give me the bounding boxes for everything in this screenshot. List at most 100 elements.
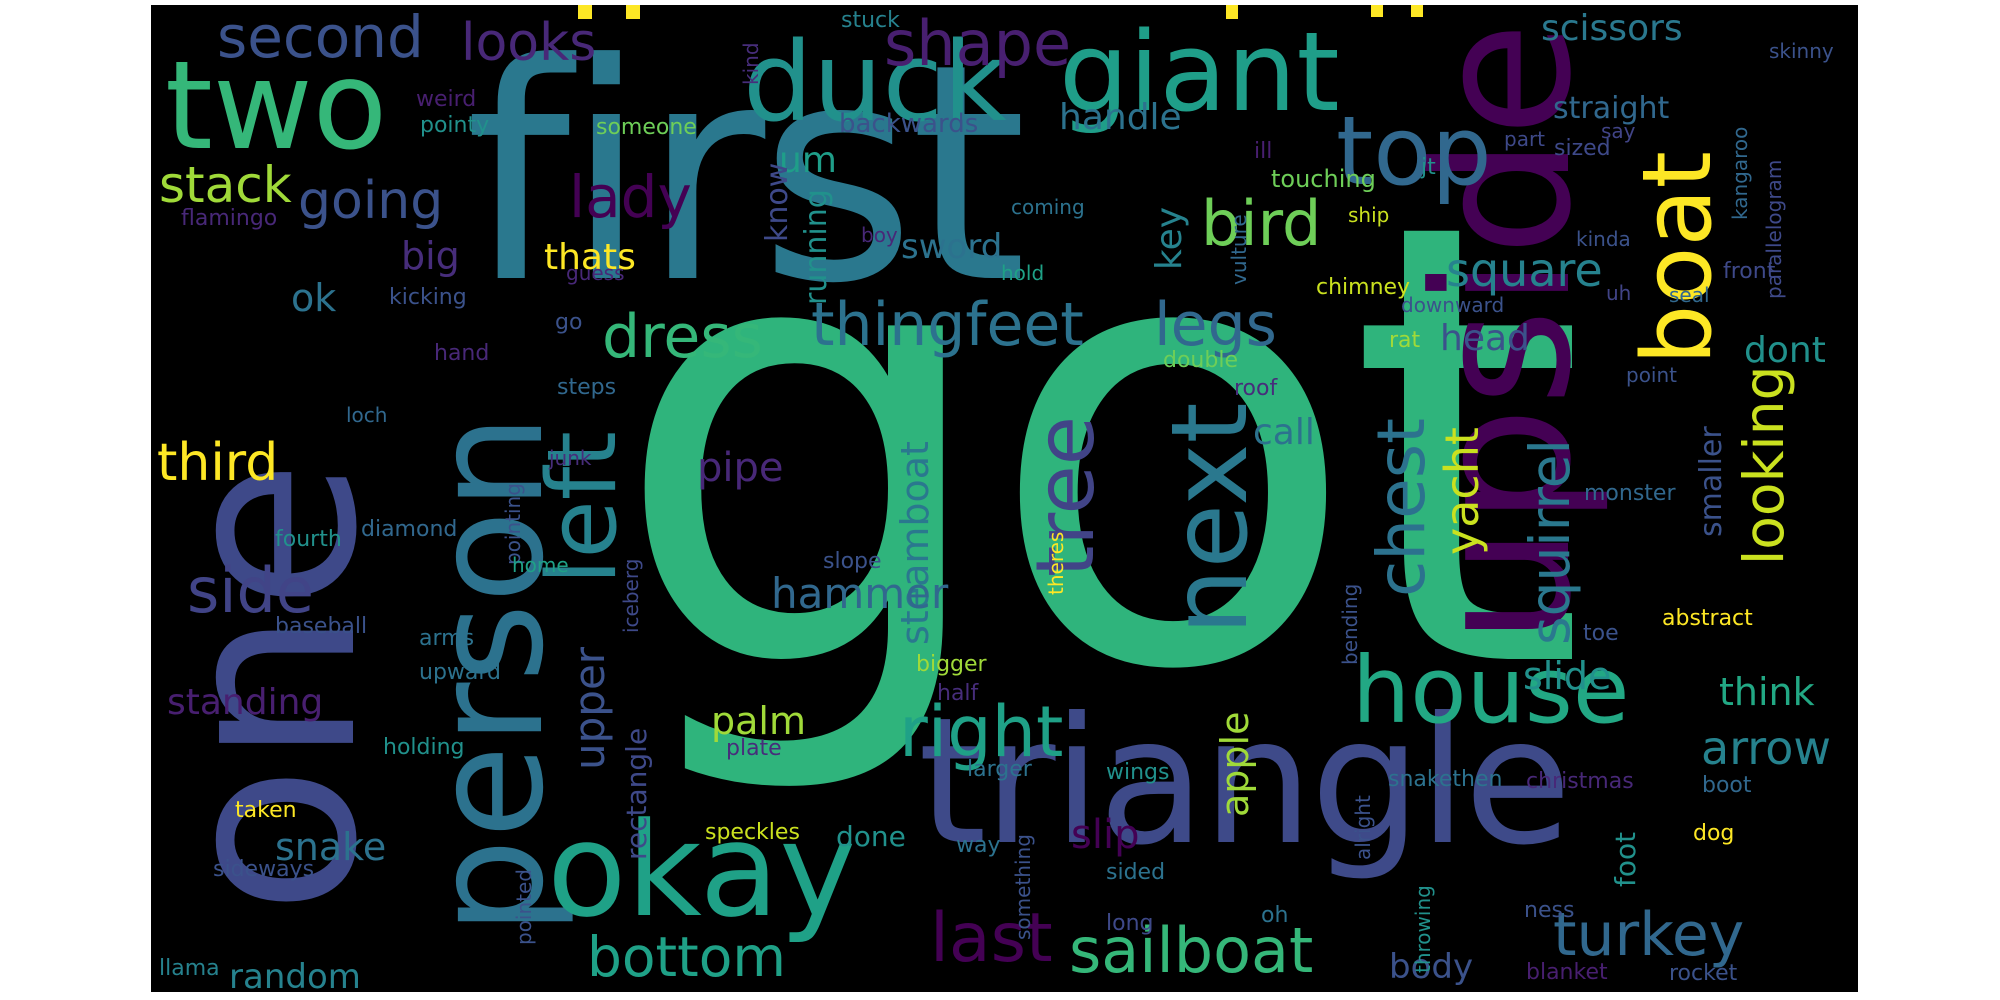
word-scissors: scissors	[1541, 8, 1683, 49]
word-done: done	[836, 820, 906, 853]
word-bird: bird	[1201, 187, 1322, 260]
word-long: long	[1106, 911, 1154, 936]
word-snakethen: snakethen	[1388, 767, 1503, 792]
word-double: double	[1163, 348, 1238, 373]
word-plate: plate	[726, 736, 782, 761]
word-toe: toe	[1583, 621, 1619, 646]
word-snake: snake	[275, 825, 387, 869]
word-bigger: bigger	[916, 652, 987, 677]
word-two: two	[165, 35, 388, 177]
word-top: top	[1336, 97, 1492, 207]
word-second: second	[217, 5, 424, 71]
word-lady: lady	[569, 163, 692, 231]
word-flamingo: flamingo	[181, 206, 278, 231]
word-side: side	[187, 554, 315, 627]
word-call: call	[1253, 412, 1315, 453]
word-slip: slip	[1071, 812, 1140, 858]
word-turkey: turkey	[1553, 900, 1745, 970]
word-vulture: vulture	[1227, 214, 1251, 285]
word-steps: steps	[557, 375, 617, 400]
word-handle: handle	[1059, 97, 1182, 138]
word-right: right	[899, 691, 1064, 773]
word-go: go	[555, 310, 583, 335]
word-touching: touching	[1271, 165, 1376, 193]
word-third: third	[157, 433, 279, 493]
word-stuck: stuck	[841, 8, 900, 33]
word-blanket: blanket	[1526, 960, 1608, 985]
word-dog: dog	[1693, 821, 1735, 846]
word-way: way	[956, 833, 1001, 858]
word-shape: shape	[884, 7, 1072, 80]
word-rocket: rocket	[1669, 961, 1738, 986]
clipped-glyph-top-4	[1371, 5, 1383, 17]
word-christmas: christmas	[1526, 769, 1634, 794]
clipped-glyph-top-2	[626, 5, 640, 19]
word-oh: oh	[1261, 903, 1289, 928]
word-kind: kind	[739, 42, 763, 85]
word-think: think	[1719, 670, 1815, 714]
word-random: random	[229, 957, 361, 992]
word-arrow: arrow	[1701, 721, 1831, 775]
word-running: running	[799, 189, 834, 305]
word-sized: sized	[1554, 136, 1611, 161]
word-abstract: abstract	[1662, 606, 1753, 631]
word-next: next	[1149, 402, 1271, 635]
word-first: first	[465, 5, 1027, 349]
word-smaller: smaller	[1694, 426, 1729, 537]
word-rectangle: rectangle	[620, 727, 653, 860]
word-wings: wings	[1106, 760, 1170, 785]
word-going: going	[298, 171, 444, 231]
word-kicking: kicking	[389, 285, 467, 310]
word-kinda: kinda	[1576, 227, 1631, 251]
word-jt: jt	[1421, 155, 1436, 180]
word-alright: alright	[1351, 795, 1375, 860]
clipped-glyph-top-1	[578, 5, 592, 19]
word-looks: looks	[461, 13, 597, 73]
word-square: square	[1446, 243, 1603, 297]
word-half: half	[937, 681, 979, 706]
word-squirrel: squirrel	[1518, 439, 1582, 645]
word-chest: chest	[1363, 418, 1440, 597]
word-um: um	[779, 140, 837, 181]
word-ok: ok	[291, 276, 337, 320]
word-thingfeet: thingfeet	[811, 290, 1084, 360]
word-last: last	[930, 899, 1053, 978]
word-cloud: got first one upside triangle person duc…	[151, 5, 1858, 992]
word-palm: palm	[711, 699, 806, 743]
word-sided: sided	[1106, 860, 1166, 885]
word-apple: apple	[1213, 711, 1257, 817]
word-upper: upper	[565, 646, 614, 770]
word-thats: thats	[544, 237, 636, 278]
word-guess: guess	[566, 261, 625, 285]
word-ill: ill	[1254, 139, 1273, 164]
word-roof: roof	[1234, 376, 1278, 401]
word-stack: stack	[159, 156, 292, 214]
word-kangaroo: kangaroo	[1728, 126, 1752, 220]
word-speckles: speckles	[705, 820, 800, 845]
word-sword: sword	[901, 227, 1003, 267]
word-head: head	[1440, 318, 1530, 359]
word-hold: hold	[1001, 261, 1045, 285]
word-iceberg: iceberg	[619, 558, 643, 633]
word-monster: monster	[1584, 481, 1676, 506]
word-looking: looking	[1732, 365, 1796, 565]
word-got: got	[611, 93, 1587, 803]
word-pipe: pipe	[697, 445, 784, 491]
word-upward: upward	[419, 660, 502, 685]
word-junk: junk	[549, 446, 592, 470]
word-downward: downward	[1401, 293, 1505, 317]
word-say: say	[1601, 119, 1636, 143]
word-arms: arms	[419, 626, 475, 651]
word-triangle: triangle	[918, 681, 1572, 884]
word-ship: ship	[1348, 203, 1390, 227]
word-giant: giant	[1059, 8, 1340, 136]
word-skinny: skinny	[1769, 39, 1834, 63]
word-body: body	[1389, 947, 1474, 987]
word-slide: slide	[1523, 654, 1612, 698]
word-llama: llama	[159, 956, 220, 981]
clipped-glyph-top-3	[1226, 5, 1238, 19]
word-diamond: diamond	[361, 517, 458, 542]
word-house: house	[1352, 637, 1630, 744]
word-boot: boot	[1702, 773, 1752, 798]
word-fourth: fourth	[275, 527, 342, 552]
